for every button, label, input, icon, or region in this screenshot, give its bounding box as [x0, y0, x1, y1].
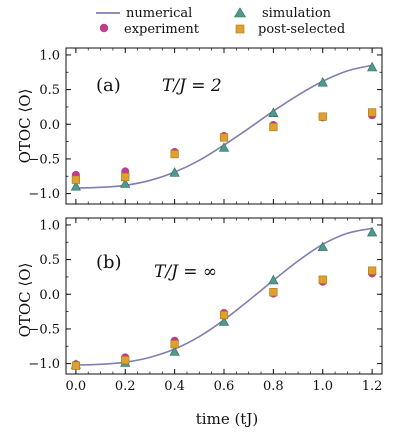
y-tick-label: 0.5	[39, 83, 60, 98]
panel-b-annotation: T/J = ∞	[154, 262, 217, 282]
simulation-point	[70, 181, 81, 191]
post-selected-point	[170, 149, 179, 159]
legend-swatch-post-selected	[235, 24, 245, 34]
simulation-point	[367, 61, 378, 72]
y-tick-label: −0.5	[28, 152, 60, 167]
post-selected-point	[219, 310, 229, 320]
numerical-curve	[75, 227, 373, 366]
x-tick-label: 0.0	[66, 379, 87, 394]
post-selected-point	[269, 122, 278, 132]
x-tick-label: 0.8	[263, 379, 284, 394]
simulation-point	[367, 226, 378, 237]
x-tick-label: 0.2	[115, 379, 136, 394]
post-selected-point	[121, 172, 130, 182]
panel-a-frame	[65, 47, 383, 205]
y-tick-label: 1.0	[39, 218, 60, 233]
simulation-point	[169, 346, 180, 356]
x-tick-label: 1.2	[362, 379, 383, 394]
x-tick-label: 1.0	[312, 379, 333, 394]
simulation-point	[169, 167, 180, 177]
legend-swatch-experiment	[99, 23, 109, 33]
post-selected-point	[368, 108, 377, 117]
simulation-point	[268, 274, 279, 285]
post-selected-point	[368, 266, 377, 275]
legend: numerical simulation experiment post-sel…	[96, 6, 345, 37]
legend-label-simulation: simulation	[262, 6, 332, 21]
y-tick-label: 0.5	[39, 253, 60, 268]
legend-label-experiment: experiment	[124, 22, 200, 37]
panel-a: (a) T/J = 2 OTOC ⟨O⟩ −1.0 −0.5 0.0 0.5 1.0	[16, 47, 383, 205]
y-tick-label: 0.0	[39, 288, 60, 303]
legend-label-numerical: numerical	[126, 6, 192, 21]
simulation-point	[120, 178, 131, 188]
y-tick-label: −0.5	[28, 322, 60, 337]
simulation-point	[218, 142, 230, 152]
simulation-point	[218, 316, 230, 326]
panel-b-label: (b)	[96, 252, 122, 273]
post-selected-point	[219, 133, 229, 142]
post-selected-point	[269, 288, 278, 297]
panel-b: (b) T/J = ∞ OTOC ⟨O⟩ time (tJ) −1.0 −0.5 0…	[16, 217, 383, 428]
y-tick-label: −1.0	[28, 357, 60, 372]
simulation-point	[268, 107, 279, 117]
panel-a-annotation: T/J = 2	[162, 76, 222, 96]
y-tick-label: −1.0	[28, 187, 60, 202]
post-selected-point	[71, 361, 80, 370]
legend-swatch-simulation	[233, 7, 247, 18]
x-tick-label: 0.4	[164, 379, 185, 394]
x-axis-label: time (tJ)	[196, 410, 258, 428]
post-selected-point	[71, 175, 80, 184]
y-tick-label: 1.0	[39, 48, 60, 63]
panel-b-ylabel: OTOC ⟨O⟩	[16, 263, 34, 338]
post-selected-point	[318, 112, 327, 121]
panel-b-frame	[65, 217, 383, 375]
simulation-point	[317, 77, 328, 87]
post-selected-point	[121, 356, 130, 365]
panel-a-label: (a)	[96, 75, 121, 96]
simulation-point	[317, 241, 328, 251]
post-selected-point	[318, 275, 327, 284]
post-selected-point	[170, 340, 179, 349]
panel-a-ylabel: OTOC ⟨O⟩	[16, 89, 34, 164]
x-tick-label: 0.6	[214, 379, 235, 394]
legend-label-post-selected: post-selected	[258, 22, 345, 37]
y-tick-label: 0.0	[39, 118, 60, 133]
